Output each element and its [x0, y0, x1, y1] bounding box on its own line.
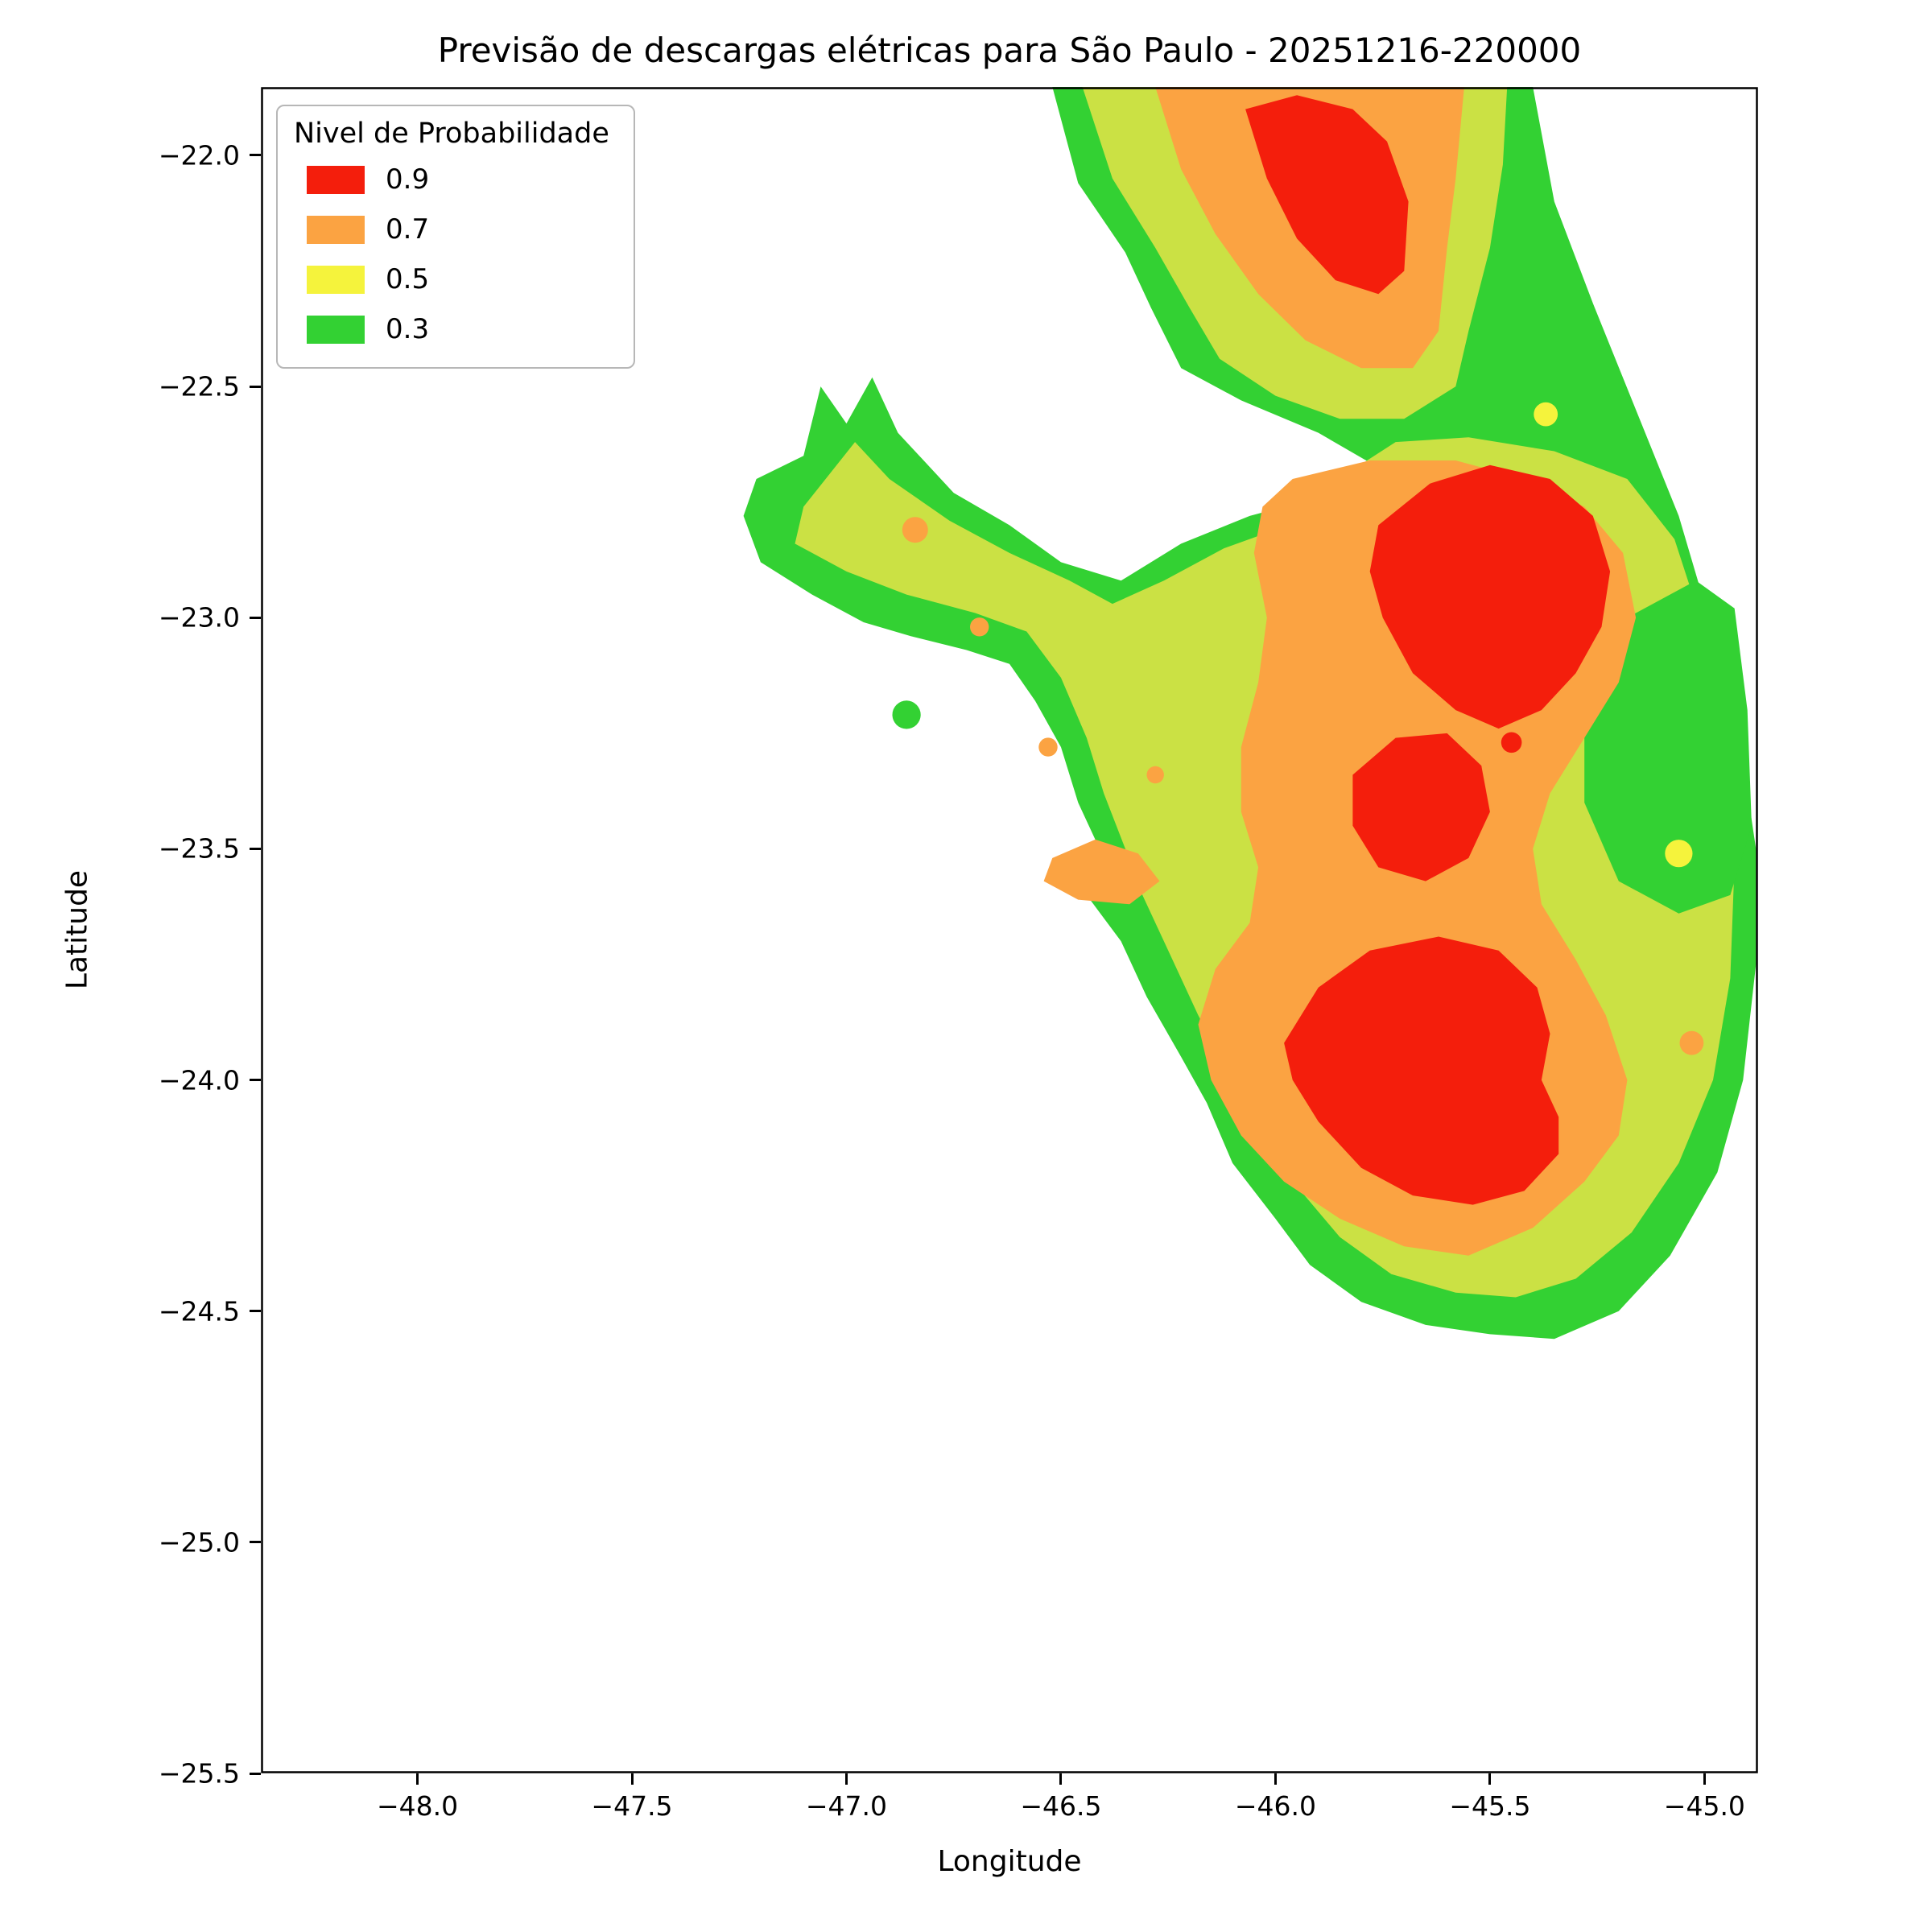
legend-swatch-0.7 [307, 215, 365, 244]
legend-entry-label: 0.7 [386, 213, 430, 246]
x-tick-mark [1703, 1773, 1706, 1785]
contour-spot-se-high-dot [1679, 1030, 1704, 1055]
contour-spot-west-low-dot [892, 700, 921, 729]
x-tick-label: −46.0 [1234, 1790, 1316, 1822]
legend-entry-label: 0.3 [386, 313, 430, 345]
contour-region-south-core [1284, 936, 1559, 1205]
y-tick-label: −25.0 [158, 1526, 240, 1558]
legend-entry-0.7: 0.7 [294, 204, 609, 254]
y-tick-mark [250, 1772, 261, 1775]
legend-swatch-0.9 [307, 165, 365, 194]
contour-region-mid-core [1352, 733, 1490, 881]
y-tick-label: −24.0 [158, 1064, 240, 1096]
y-tick-label: −22.0 [158, 139, 240, 171]
y-tick-mark [250, 154, 261, 157]
y-axis-label: Latitude [60, 869, 94, 990]
contour-map [261, 87, 1758, 1773]
x-tick-label: −46.5 [1020, 1790, 1102, 1822]
chart-title: Previsão de descargas elétricas para São… [437, 31, 1582, 70]
x-tick-mark [1488, 1773, 1492, 1785]
y-tick-mark [250, 1079, 261, 1082]
legend-entry-0.3: 0.3 [294, 304, 609, 354]
x-tick-label: −45.5 [1449, 1790, 1531, 1822]
x-tick-mark [630, 1773, 634, 1785]
plot-area: Nivel de Probabilidade 0.9 0.7 0.5 0.3 [261, 87, 1758, 1773]
legend-entry-0.5: 0.5 [294, 254, 609, 304]
contour-spot-west-high-dot-2 [1038, 737, 1058, 757]
x-tick-label: −48.0 [376, 1790, 459, 1822]
y-tick-mark [250, 1310, 261, 1313]
x-tick-label: −47.0 [805, 1790, 888, 1822]
x-tick-mark [1059, 1773, 1063, 1785]
legend-entries: 0.9 0.7 0.5 0.3 [294, 155, 609, 354]
y-tick-label: −25.5 [158, 1757, 240, 1790]
contour-spot-mid-red-dot [1501, 732, 1522, 753]
axes-spine [261, 87, 1758, 1773]
contour-spot-ne-yellow-dot [1534, 402, 1558, 427]
legend-entry-0.9: 0.9 [294, 155, 609, 204]
y-tick-mark [250, 847, 261, 850]
contour-spot-west-high-dot-3 [1146, 766, 1164, 784]
y-tick-label: −23.5 [158, 832, 240, 865]
y-tick-mark [250, 1541, 261, 1544]
contour-region-central-core [1369, 464, 1611, 729]
legend-swatch-0.5 [307, 265, 365, 294]
legend-entry-label: 0.9 [386, 163, 430, 196]
legend-title: Nivel de Probabilidade [294, 118, 609, 150]
y-tick-label: −24.5 [158, 1295, 240, 1327]
legend-swatch-0.3 [307, 315, 365, 344]
y-tick-mark [250, 385, 261, 388]
legend-entry-label: 0.5 [386, 263, 430, 295]
x-tick-mark [844, 1773, 848, 1785]
x-tick-mark [1274, 1773, 1277, 1785]
x-tick-label: −47.5 [591, 1790, 673, 1822]
x-tick-label: −45.0 [1663, 1790, 1745, 1822]
contour-spot-east-yellow-dot [1665, 840, 1693, 868]
contour-region-north-core [1245, 95, 1409, 295]
legend: Nivel de Probabilidade 0.9 0.7 0.5 0.3 [276, 105, 635, 369]
y-tick-mark [250, 616, 261, 619]
contour-region-east-low-patch [1584, 580, 1752, 914]
contour-region-west-high-patch [1043, 839, 1160, 905]
x-tick-mark [416, 1773, 419, 1785]
contour-spot-west-high-dot-1 [970, 617, 989, 637]
contour-spot-wing-high-dot [902, 517, 928, 543]
y-tick-label: −22.5 [158, 370, 240, 402]
y-tick-label: −23.0 [158, 601, 240, 634]
x-axis-label: Longitude [937, 1845, 1082, 1878]
